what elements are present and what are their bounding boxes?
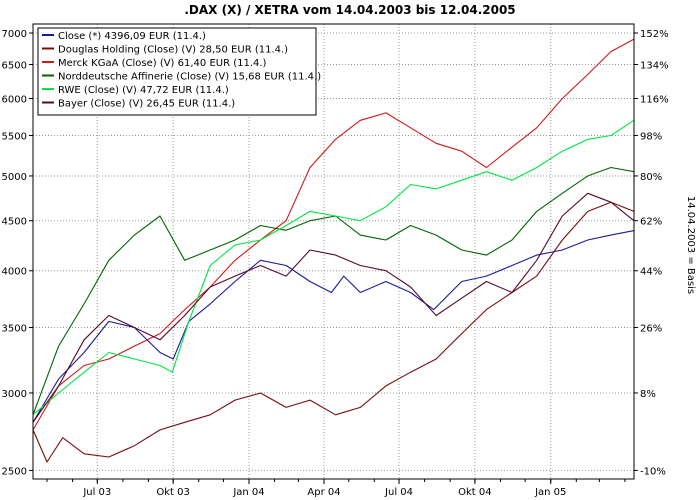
series-line-4 [32,166,635,415]
series-line-1 [32,230,635,423]
x-tick-label: Jan 04 [232,487,264,498]
x-tick-label: Jan 05 [534,487,566,498]
legend-entry: Norddeutsche Affinerie (Close) (V) 15,68… [58,72,321,83]
y-tick-label: 5000 [2,172,27,183]
y2-tick-label: 26% [640,323,662,334]
x-tick-label: Jul 04 [384,487,413,498]
y2-tick-label: -10% [640,466,666,477]
plot-frame [32,23,635,480]
y-tick-label: 5500 [2,131,27,142]
legend-entry: Bayer (Close) (V) 26,45 EUR (11.4.) [58,99,235,110]
y2-tick-label: 116% [640,94,669,105]
y-axis-left: 2500 3000 3500 4000 4500 5000 5500 6000 6500 7000 [2,29,33,477]
legend-entry: RWE (Close) (V) 47,72 EUR (11.4.) [58,85,229,96]
y2-tick-label: 134% [640,60,669,71]
y-tick-label: 6000 [2,94,27,105]
y2-tick-label: 44% [640,267,662,278]
y2-tick-label: 152% [640,29,669,40]
right-axis-label: 14.04.2003 = Basis [685,196,696,294]
chart-title: .DAX (X) / XETRA vom 14.04.2003 bis 12.0… [184,3,515,17]
y-tick-label: 3500 [2,323,27,334]
legend-entry: Merck KGaA (Close) (V) 61,40 EUR (11.4.) [58,58,267,69]
y2-tick-label: 98% [640,131,662,142]
x-tick-label: Apr 04 [307,487,340,498]
y-tick-label: 3000 [2,389,27,400]
y-tick-label: 4000 [2,267,27,278]
y-tick-label: 4500 [2,217,27,228]
y2-tick-label: 80% [640,172,662,183]
series-line-5 [32,119,635,416]
series-layer [32,38,635,463]
y-tick-label: 6500 [2,60,27,71]
y-axis-right: -10% 8% 26% 44% 62% 80% 98% 116% 134% 152% [634,29,669,477]
x-tick-label: Jul 03 [82,487,111,498]
series-line-2 [32,201,635,463]
x-tick-label: Okt 04 [458,487,492,498]
legend: Close (*) 4396,09 EUR (11.4.) Douglas Hol… [37,27,321,116]
legend-entry: Close (*) 4396,09 EUR (11.4.) [58,31,206,42]
series-line-6 [32,192,635,423]
series-line-3 [32,38,635,431]
legend-entry: Douglas Holding (Close) (V) 28,50 EUR (1… [58,45,288,56]
y-tick-label: 7000 [2,29,27,40]
x-tick-label: Okt 03 [156,487,190,498]
legend-box [37,27,317,116]
y-tick-label: 2500 [2,466,27,477]
y2-tick-label: 8% [640,389,656,400]
y2-tick-label: 62% [640,217,662,228]
x-axis: Jul 03 Okt 03 Jan 04 Apr 04 Jul 04 Okt 04 Jan … [46,479,626,498]
